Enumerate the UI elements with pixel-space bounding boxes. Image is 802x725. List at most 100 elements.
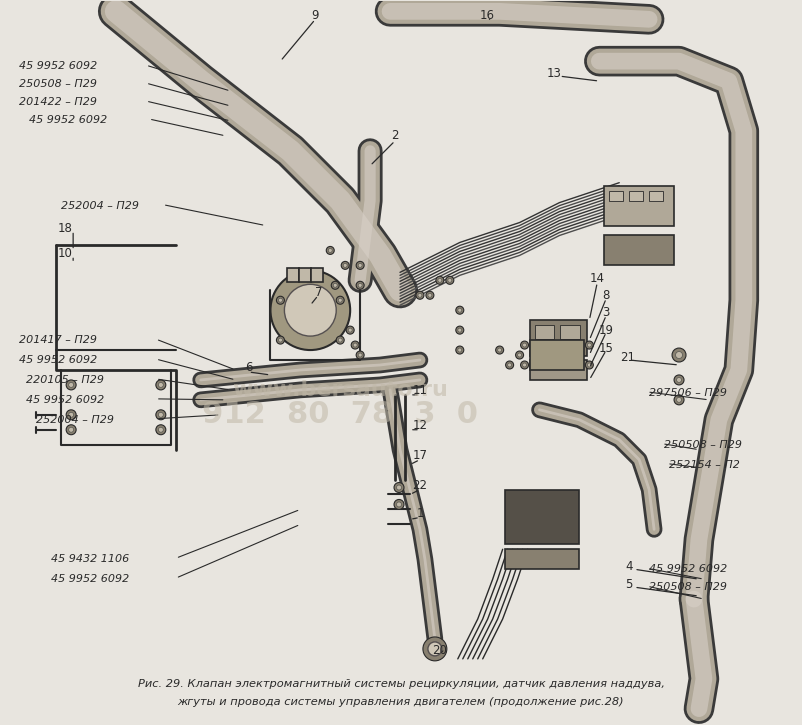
Circle shape [585, 361, 593, 369]
Circle shape [456, 346, 464, 354]
Bar [649, 191, 663, 201]
Circle shape [358, 283, 363, 287]
Bar [311, 268, 323, 282]
Circle shape [674, 375, 684, 385]
Circle shape [438, 278, 442, 282]
Text: 297506 – П29: 297506 – П29 [649, 388, 727, 398]
Circle shape [278, 298, 282, 302]
Text: 45 9432 1106: 45 9432 1106 [51, 554, 129, 564]
Circle shape [674, 395, 684, 405]
Circle shape [394, 500, 404, 510]
Text: 16: 16 [480, 9, 494, 22]
Circle shape [348, 328, 352, 332]
Circle shape [396, 502, 402, 507]
Circle shape [351, 341, 359, 349]
Circle shape [426, 291, 434, 299]
Circle shape [328, 249, 332, 252]
Circle shape [458, 328, 462, 332]
Bar [604, 236, 674, 265]
Circle shape [277, 336, 285, 344]
Circle shape [156, 425, 166, 435]
Text: 45 9952 6092: 45 9952 6092 [19, 61, 98, 71]
Circle shape [69, 427, 74, 432]
Circle shape [156, 380, 166, 390]
Circle shape [338, 338, 342, 342]
Bar [535, 325, 554, 339]
Text: www.bersauto.ru: www.bersauto.ru [233, 380, 448, 400]
Text: 250508 – П29: 250508 – П29 [649, 582, 727, 592]
Bar [299, 268, 311, 282]
Text: 15: 15 [599, 341, 614, 355]
Circle shape [270, 270, 350, 350]
Circle shape [416, 291, 424, 299]
Circle shape [356, 351, 364, 359]
Bar [604, 186, 674, 225]
Circle shape [356, 262, 364, 270]
Bar [287, 268, 299, 282]
Text: 6: 6 [245, 362, 253, 375]
Circle shape [69, 413, 74, 418]
Circle shape [66, 425, 76, 435]
Text: 250508 – П29: 250508 – П29 [19, 79, 97, 89]
Text: 45 9952 6092: 45 9952 6092 [19, 355, 98, 365]
Text: 45 9952 6092: 45 9952 6092 [649, 564, 727, 574]
Text: 14: 14 [589, 272, 605, 285]
Circle shape [343, 263, 347, 268]
Text: 201417 – П29: 201417 – П29 [19, 335, 97, 345]
Circle shape [448, 278, 452, 282]
Text: 18: 18 [58, 222, 73, 235]
Circle shape [428, 642, 442, 656]
Circle shape [158, 413, 164, 418]
Text: 45 9952 6092: 45 9952 6092 [30, 115, 107, 125]
Circle shape [285, 284, 336, 336]
Text: 13: 13 [547, 67, 562, 80]
Text: 12: 12 [412, 419, 427, 432]
Circle shape [523, 343, 527, 347]
Text: 45 9952 6092: 45 9952 6092 [26, 395, 104, 405]
Circle shape [278, 338, 282, 342]
Circle shape [675, 352, 683, 359]
Circle shape [69, 382, 74, 387]
Circle shape [520, 341, 529, 349]
Text: 10: 10 [58, 247, 73, 260]
Text: 8: 8 [602, 289, 610, 302]
Bar [610, 191, 623, 201]
Circle shape [587, 343, 591, 347]
Circle shape [429, 643, 441, 655]
Text: 201422 – П29: 201422 – П29 [19, 97, 97, 107]
Circle shape [358, 263, 363, 268]
Circle shape [338, 298, 342, 302]
Circle shape [672, 348, 686, 362]
Circle shape [523, 363, 527, 367]
Circle shape [496, 346, 504, 354]
Circle shape [331, 281, 339, 289]
Text: 19: 19 [599, 323, 614, 336]
Circle shape [358, 353, 363, 357]
Circle shape [587, 363, 591, 367]
Circle shape [516, 351, 524, 359]
Circle shape [428, 294, 432, 297]
Text: 912  80  78  3  0: 912 80 78 3 0 [202, 400, 478, 429]
Circle shape [158, 427, 164, 432]
Text: 252004 – П29: 252004 – П29 [61, 201, 140, 211]
Text: 4: 4 [626, 560, 633, 573]
Text: 250508 – П29: 250508 – П29 [664, 439, 742, 450]
Text: 22: 22 [412, 479, 427, 492]
Circle shape [418, 294, 422, 297]
Bar [529, 360, 587, 380]
Circle shape [508, 363, 512, 367]
Circle shape [66, 380, 76, 390]
Circle shape [158, 382, 164, 387]
Circle shape [435, 276, 444, 284]
Circle shape [458, 348, 462, 352]
Text: 252154 – П2: 252154 – П2 [669, 460, 740, 470]
Circle shape [277, 297, 285, 304]
Text: 5: 5 [626, 578, 633, 591]
Circle shape [456, 326, 464, 334]
Circle shape [326, 247, 334, 254]
Circle shape [353, 343, 357, 347]
Text: 45 9952 6092: 45 9952 6092 [51, 574, 129, 584]
Circle shape [505, 361, 513, 369]
Circle shape [356, 281, 364, 289]
Circle shape [677, 397, 682, 402]
